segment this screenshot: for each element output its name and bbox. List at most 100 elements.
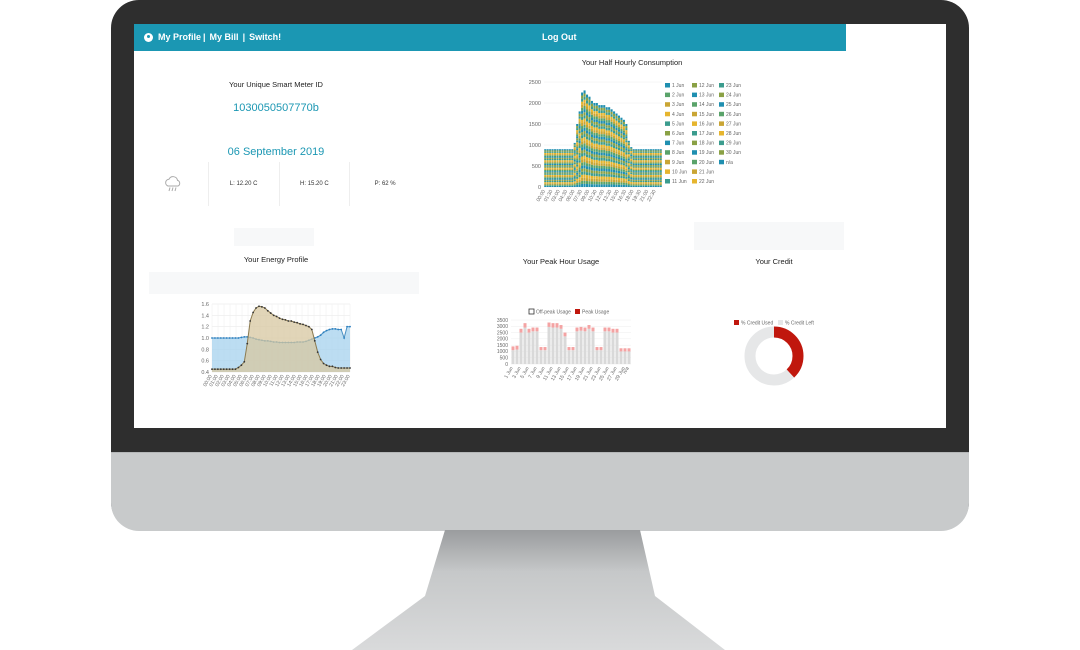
bar-segment (627, 179, 630, 182)
bar-segment (649, 184, 652, 186)
bar-segment (608, 176, 611, 180)
bar-segment (640, 169, 643, 172)
legend-label: 30 Jun (726, 150, 741, 156)
bar-segment (608, 112, 611, 115)
bar-segment (561, 168, 564, 170)
bar-segment (635, 156, 638, 158)
bar-segment (637, 184, 640, 186)
bar-segment (583, 90, 586, 94)
bar-segment (613, 172, 616, 175)
peak-usage-title: Your Peak Hour Usage (522, 257, 600, 266)
bar-segment (571, 149, 574, 151)
bar-segment (622, 165, 625, 168)
bar-segment (644, 151, 648, 153)
bar-segment (617, 127, 621, 130)
bar-segment (590, 114, 593, 118)
bar-offpeak (627, 351, 631, 364)
bar-segment (581, 141, 584, 145)
logout-link[interactable]: Log Out (542, 32, 577, 42)
bar-segment (630, 184, 633, 186)
nav-switch[interactable]: Switch! (249, 32, 282, 42)
bar-segment (576, 174, 579, 177)
bar-segment (595, 116, 598, 120)
bar-segment (593, 124, 596, 128)
bar-segment (605, 122, 608, 126)
bar-segment (640, 151, 643, 153)
bar-offpeak (539, 350, 543, 364)
bar-segment (659, 157, 662, 159)
bar-segment (558, 166, 562, 168)
nav-my-profile[interactable]: My Profile (158, 32, 202, 42)
bar-segment (588, 140, 591, 144)
bar-segment (635, 152, 638, 155)
bar-segment (595, 105, 598, 109)
bar-segment (554, 163, 557, 166)
x-tick-label: 13:30 (602, 189, 614, 203)
bar-segment (576, 164, 579, 167)
bar-segment (578, 126, 581, 129)
x-tick-label: 17:00 (304, 374, 316, 388)
bar-segment (549, 152, 552, 155)
bar-segment (627, 140, 630, 143)
bar-segment (652, 180, 655, 183)
bar-segment (627, 152, 630, 155)
bar-segment (578, 172, 581, 175)
bar-segment (613, 133, 616, 136)
bar-segment (563, 156, 566, 158)
bar-segment (637, 157, 640, 159)
bar-segment (659, 180, 662, 183)
bar-segment (625, 128, 628, 131)
bar-segment (598, 155, 601, 158)
bar-segment (630, 157, 633, 159)
x-tick-label: 19:00 (316, 374, 328, 388)
bar-segment (632, 172, 635, 174)
bar-segment (600, 147, 603, 151)
nav-my-bill[interactable]: My Bill (209, 32, 239, 42)
x-tick-label: 16:00 (298, 374, 310, 388)
bar-segment (578, 152, 581, 156)
bar-segment (642, 152, 645, 155)
bar-segment (652, 156, 655, 158)
bar-segment (649, 151, 652, 153)
bar-segment (585, 130, 589, 134)
data-point (243, 360, 246, 363)
legend-label: % Credit Left (785, 321, 815, 327)
bar-segment (561, 167, 564, 169)
bar-segment (598, 139, 601, 143)
weather-precip: P: 62 % (374, 181, 396, 187)
bar-segment (581, 92, 584, 96)
bar-segment (652, 184, 655, 186)
bar-segment (593, 181, 596, 185)
bar-segment (544, 161, 547, 163)
bar-segment (627, 178, 630, 180)
bar-segment (605, 125, 608, 128)
bar-segment (620, 124, 623, 127)
bar-segment (576, 184, 579, 187)
data-point (225, 337, 228, 339)
bar-segment (605, 130, 608, 133)
bar-segment (551, 157, 554, 159)
bar-segment (647, 179, 650, 181)
bar-segment (578, 140, 581, 144)
bar-segment (561, 156, 564, 158)
bar-segment (590, 167, 593, 171)
bar-segment (613, 179, 616, 183)
bar-segment (608, 145, 611, 149)
bar-segment (590, 159, 593, 163)
bar-segment (642, 165, 645, 167)
bar-segment (600, 131, 603, 135)
bar-segment (625, 184, 628, 187)
bar-segment (622, 134, 625, 138)
bar-segment (576, 150, 579, 153)
bar-segment (598, 150, 601, 153)
bar-peak (563, 332, 567, 337)
bar-segment (583, 99, 586, 103)
bar-segment (613, 118, 616, 122)
bar-segment (556, 152, 559, 155)
bar-segment (637, 182, 640, 184)
bar-segment (546, 180, 549, 183)
bar-segment (558, 155, 562, 157)
bar-segment (558, 169, 562, 172)
bar-segment (561, 158, 564, 161)
bar-segment (622, 178, 625, 181)
